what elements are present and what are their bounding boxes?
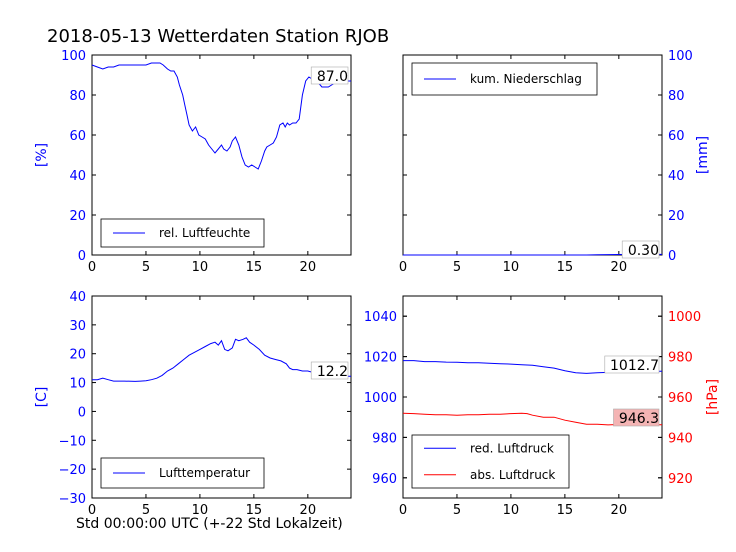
- pressure-chart: 0 5 10 15 20 960 980 1000 1020 1040 920 940 960 980 10…: [364, 295, 721, 518]
- humidity-xtick-label: 10: [192, 260, 209, 275]
- humidity-legend-label: rel. Luftfeuchte: [159, 226, 250, 240]
- humidity-ytick-label: 0: [78, 249, 86, 264]
- humidity-xtick-label: 20: [300, 260, 317, 275]
- temperature-ytick-label: 40: [69, 290, 86, 305]
- pressure-left-ytick-label: 960: [372, 472, 397, 487]
- precip-xtick-label: 15: [557, 260, 574, 275]
- temperature-ytick-label: 20: [69, 348, 86, 363]
- humidity-annotation-box: [310, 66, 349, 85]
- humidity-xtick-label: 5: [142, 260, 150, 275]
- precip-annotation-box: [621, 240, 660, 259]
- humidity-ylabel: [%]: [34, 143, 50, 167]
- humidity-chart: 0 5 10 15 20 0 20 40 60 80 100 [%] 87.0 rel. Luftfeuc…: [34, 49, 352, 275]
- pressure-right-ytick-label: 1000: [668, 310, 701, 325]
- humidity-ytick-label: 60: [69, 129, 86, 144]
- pressure-right-ytick-label: 980: [668, 351, 693, 366]
- temperature-frame: [91, 295, 352, 499]
- precip-ytick-label: 0: [668, 249, 676, 264]
- pressure-left-ytick-label: 980: [372, 431, 397, 446]
- pressure-xtick-label: 5: [453, 503, 461, 518]
- precip-xtick-label: 20: [611, 260, 628, 275]
- temperature-legend-label: Lufttemperatur: [159, 466, 250, 480]
- temperature-xtick-label: 10: [192, 503, 209, 518]
- pressure-legend-box: [411, 434, 570, 489]
- page-title: 2018-05-13 Wetterdaten Station RJOB: [47, 26, 390, 47]
- humidity-annotation: 87.0: [317, 69, 348, 85]
- x-axis-caption: Std 00:00:00 UTC (+-22 Std Lokalzeit): [76, 516, 343, 532]
- humidity-series-line: [91, 62, 351, 170]
- humidity-ytick-label: 40: [69, 169, 86, 184]
- pressure-right-ytick-label: 940: [668, 431, 693, 446]
- pressure-right-ytick-label: 920: [668, 472, 693, 487]
- humidity-ytick-label: 20: [69, 209, 86, 224]
- precip-ytick-label: 100: [668, 49, 693, 64]
- precip-ytick-label: 40: [668, 169, 685, 184]
- temperature-annotation: 12.2: [317, 364, 348, 380]
- pressure-legend-label: abs. Luftdruck: [470, 468, 555, 482]
- pressure-left-ytick-label: 1020: [364, 351, 397, 366]
- precip-xtick-label: 5: [453, 260, 461, 275]
- precip-xtick-label: 0: [399, 260, 407, 275]
- precip-legend-label: kum. Niederschlag: [470, 72, 582, 86]
- pressure-xtick-label: 20: [611, 503, 628, 518]
- humidity-xtick-label: 15: [246, 260, 263, 275]
- temperature-ytick-label: 30: [69, 319, 86, 334]
- precip-ytick-label: 60: [668, 129, 685, 144]
- pressure-ylabel: [hPa]: [705, 379, 721, 415]
- temperature-xtick-label: 15: [246, 503, 263, 518]
- pressure-right-annotation: 946.3: [619, 411, 659, 427]
- temperature-xtick-label: 20: [300, 503, 317, 518]
- temperature-ytick-label: 10: [69, 377, 86, 392]
- pressure-right-ytick-label: 960: [668, 391, 693, 406]
- pressure-xtick-label: 10: [503, 503, 520, 518]
- pressure-xtick-label: 0: [399, 503, 407, 518]
- precip-annotation: 0.30: [628, 243, 659, 259]
- humidity-ytick-label: 80: [69, 89, 86, 104]
- humidity-xtick-label: 0: [88, 260, 96, 275]
- precip-xtick-label: 10: [503, 260, 520, 275]
- pressure-left-annotation: 1012.7: [610, 358, 659, 374]
- humidity-frame: [91, 54, 352, 256]
- pressure-left-ytick-label: 1040: [364, 310, 397, 325]
- temperature-ytick-label: −10: [59, 434, 86, 449]
- precip-ytick-label: 80: [668, 89, 685, 104]
- temperature-ytick-label: 0: [78, 405, 86, 420]
- temperature-ylabel: [C]: [34, 387, 50, 408]
- temperature-annotation-box: [310, 361, 349, 380]
- pressure-left-annotation-box: [604, 355, 660, 374]
- humidity-ytick-label: 100: [61, 49, 86, 64]
- temperature-ytick-label: −20: [59, 463, 86, 478]
- temperature-chart: 0 5 10 15 20 −30 −20 −10 0 10 20 30 40 [C] 12.2 Lufttem…: [34, 290, 352, 518]
- pressure-xtick-label: 15: [557, 503, 574, 518]
- temperature-xtick-label: 5: [142, 503, 150, 518]
- precip-chart: 0 5 10 15 20 0 20 40 60 80 100 [mm] 0.30 kum. Nieders…: [399, 49, 711, 275]
- temperature-ytick-label: −30: [59, 492, 86, 507]
- pressure-left-ytick-label: 1000: [364, 391, 397, 406]
- pressure-right-annotation-box: [613, 408, 660, 427]
- pressure-legend-label: red. Luftdruck: [470, 441, 554, 455]
- precip-ylabel: [mm]: [695, 136, 711, 174]
- temperature-xtick-label: 0: [88, 503, 96, 518]
- temperature-series-line: [92, 337, 351, 382]
- precip-ytick-label: 20: [668, 209, 685, 224]
